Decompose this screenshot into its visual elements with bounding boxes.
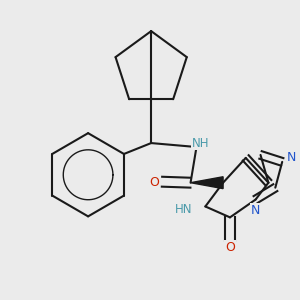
- Text: O: O: [149, 176, 159, 189]
- Text: N: N: [287, 152, 296, 164]
- Text: HN: HN: [175, 203, 193, 216]
- Text: N: N: [251, 203, 260, 217]
- Text: O: O: [225, 241, 235, 254]
- Text: NH: NH: [192, 136, 209, 150]
- Polygon shape: [190, 177, 223, 189]
